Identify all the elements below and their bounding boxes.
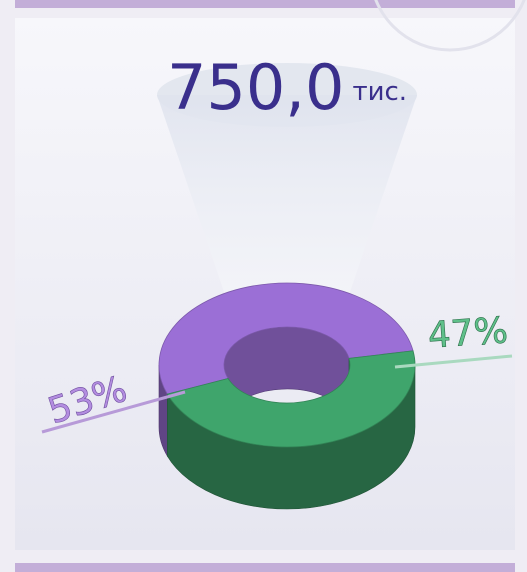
label-line — [41, 390, 186, 434]
top-bar — [15, 0, 515, 8]
decor-circle — [374, 0, 526, 52]
total-unit: тис. — [352, 77, 407, 107]
total-value: 750,0 — [167, 51, 345, 124]
slice — [158, 282, 414, 395]
label-line — [394, 354, 513, 369]
value-label: 47% — [427, 310, 510, 356]
bottom-bar — [15, 563, 515, 572]
total: 750,0 тис. — [167, 51, 407, 124]
slice — [166, 350, 416, 448]
light-cone — [157, 95, 417, 380]
